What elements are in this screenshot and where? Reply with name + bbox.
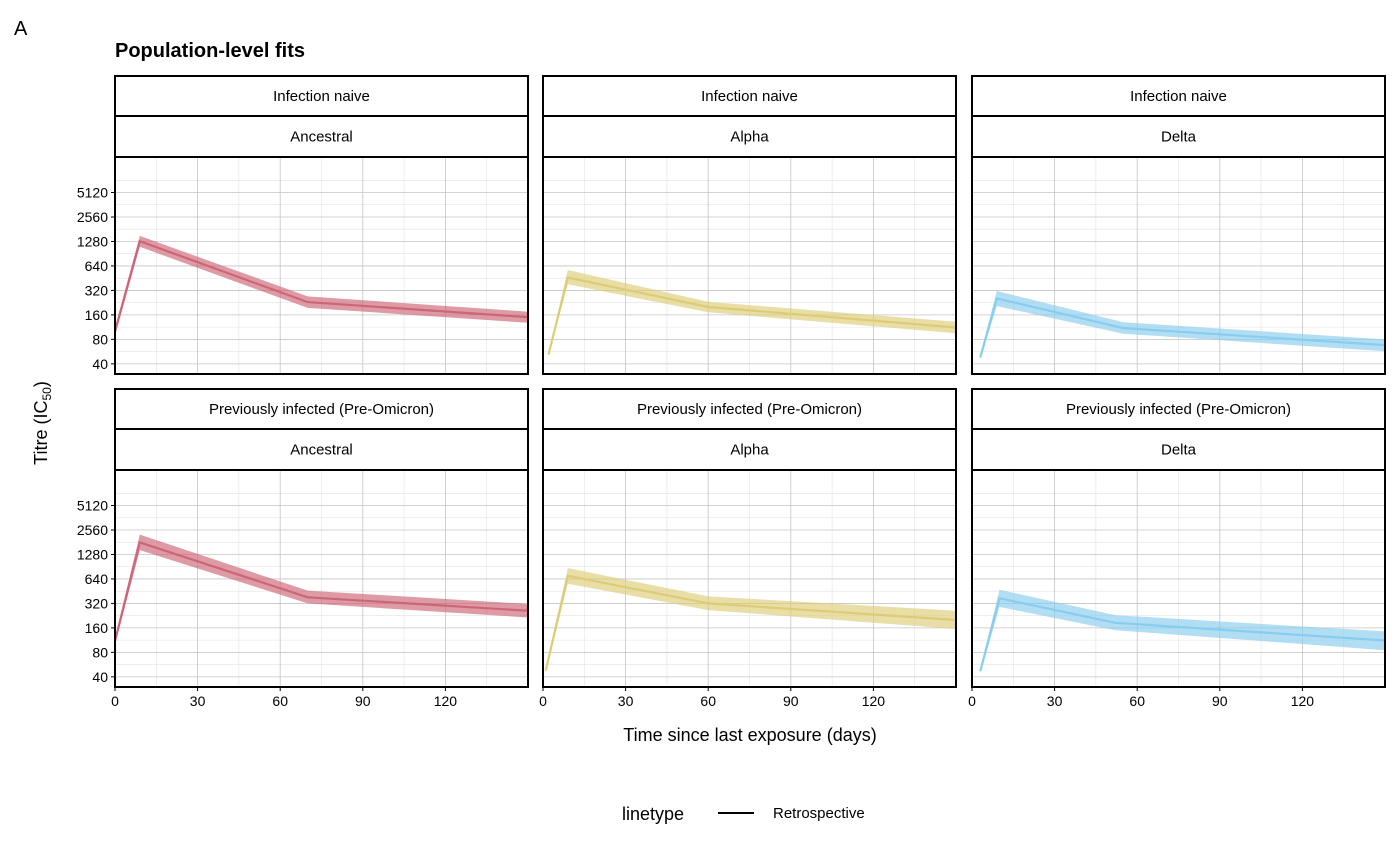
strip-label-col: Ancestral <box>290 129 353 146</box>
fit-line-previously-infected-pre-omicron-ancestral <box>115 540 528 642</box>
strip-col-alpha <box>542 115 957 158</box>
strip-row-previously-infected-pre-omicron <box>971 388 1386 430</box>
x-axis-title: Time since last exposure (days) <box>623 725 876 745</box>
fit-line-previously-infected-pre-omicron-alpha <box>544 574 956 671</box>
strip-label-row: Infection naive <box>701 88 798 105</box>
x-tick-label: 0 <box>539 693 547 709</box>
y-tick-label: 80 <box>92 644 108 660</box>
x-tick-label: 60 <box>272 693 288 709</box>
panel-border <box>971 469 1386 688</box>
x-tick-label: 90 <box>1212 693 1228 709</box>
ci-band-previously-infected-pre-omicron-alpha <box>545 568 956 673</box>
y-tick-label: 40 <box>92 356 108 372</box>
panel-infection-naive-delta: Infection naive Delta <box>971 75 1386 375</box>
panel-border <box>971 156 1386 375</box>
y-tick-label: 320 <box>85 282 109 298</box>
x-tick-label: 30 <box>1047 693 1063 709</box>
panel-border <box>542 156 957 375</box>
strip-label-row: Previously infected (Pre-Omicron) <box>637 401 862 418</box>
y-axis-title-subscript: 50 <box>40 387 54 401</box>
x-tick-label: 60 <box>1129 693 1145 709</box>
panel-previously-infected-pre-omicron-delta: Previously infected (Pre-Omicron) Delta 0 3… <box>968 388 1386 709</box>
x-tick-label: 30 <box>190 693 206 709</box>
ci-band-previously-infected-pre-omicron-delta <box>980 589 1385 674</box>
x-tick-label: 120 <box>862 693 886 709</box>
x-tick-label: 120 <box>1291 693 1315 709</box>
strip-row-infection-naive <box>971 75 1386 117</box>
y-tick-label: 1280 <box>77 546 108 562</box>
panel-infection-naive-ancestral: Infection naive Ancestral 40 80 160 320 640 128… <box>77 75 529 375</box>
y-tick-label: 2560 <box>77 522 108 538</box>
strip-label-col: Delta <box>1161 129 1197 146</box>
fit-line-infection-naive-alpha <box>547 276 956 355</box>
y-tick-label: 160 <box>85 620 109 636</box>
legend-title: linetype <box>622 804 684 824</box>
figure-panel-tag: A <box>14 18 28 40</box>
y-tick-label: 640 <box>85 571 109 587</box>
y-tick-label: 640 <box>85 258 109 274</box>
x-tick-label: 90 <box>355 693 371 709</box>
panel-infection-naive-alpha: Infection naive Alpha <box>542 75 957 375</box>
strip-col-alpha <box>542 428 957 471</box>
strip-label-row: Previously infected (Pre-Omicron) <box>1066 401 1291 418</box>
strip-label-col: Alpha <box>730 129 769 146</box>
fit-line-infection-naive-ancestral <box>115 239 528 332</box>
y-axis-title-main: Titre (IC <box>31 401 51 465</box>
panel-previously-infected-pre-omicron-ancestral: Previously infected (Pre-Omicron) Ancestr… <box>77 388 529 709</box>
ci-band-infection-naive-alpha <box>548 270 956 356</box>
fit-line-infection-naive-delta <box>979 297 1385 358</box>
chart-title: Population-level fits <box>115 40 305 62</box>
y-tick-label: 80 <box>92 331 108 347</box>
x-tick-label: 60 <box>700 693 716 709</box>
panel-previously-infected-pre-omicron-alpha: Previously infected (Pre-Omicron) Alpha 0 3… <box>539 388 957 709</box>
strip-label-col: Ancestral <box>290 442 353 459</box>
ci-band-infection-naive-delta <box>980 291 1385 359</box>
legend-entry-retrospective: Retrospective <box>773 805 865 822</box>
strip-label-row: Previously infected (Pre-Omicron) <box>209 401 434 418</box>
y-tick-label: 5120 <box>77 185 108 201</box>
strip-label-row: Infection naive <box>1130 88 1227 105</box>
x-tick-label: 120 <box>434 693 458 709</box>
y-tick-label: 40 <box>92 669 108 685</box>
facet-panels: Infection naive Ancestral 40 80 160 320 640 128… <box>77 75 1386 709</box>
y-axis-title-close: ) <box>31 381 51 387</box>
panel-border <box>542 469 957 688</box>
y-tick-label: 5120 <box>77 498 108 514</box>
x-tick-label: 0 <box>111 693 119 709</box>
y-tick-label: 1280 <box>77 233 108 249</box>
legend: linetype Retrospective <box>622 804 865 824</box>
strip-label-row: Infection naive <box>273 88 370 105</box>
strip-row-previously-infected-pre-omicron <box>114 388 529 430</box>
x-tick-label: 90 <box>783 693 799 709</box>
y-tick-label: 160 <box>85 307 109 323</box>
strip-col-ancestral <box>114 428 529 471</box>
strip-label-col: Alpha <box>730 442 769 459</box>
x-tick-label: 30 <box>618 693 634 709</box>
x-tick-label: 0 <box>968 693 976 709</box>
y-tick-label: 320 <box>85 595 109 611</box>
y-tick-label: 2560 <box>77 209 108 225</box>
fit-line-previously-infected-pre-omicron-delta <box>979 597 1385 672</box>
ci-band-previously-infected-pre-omicron-ancestral <box>115 534 528 645</box>
strip-label-col: Delta <box>1161 442 1197 459</box>
y-axis-title: Titre (IC50) <box>31 381 54 465</box>
